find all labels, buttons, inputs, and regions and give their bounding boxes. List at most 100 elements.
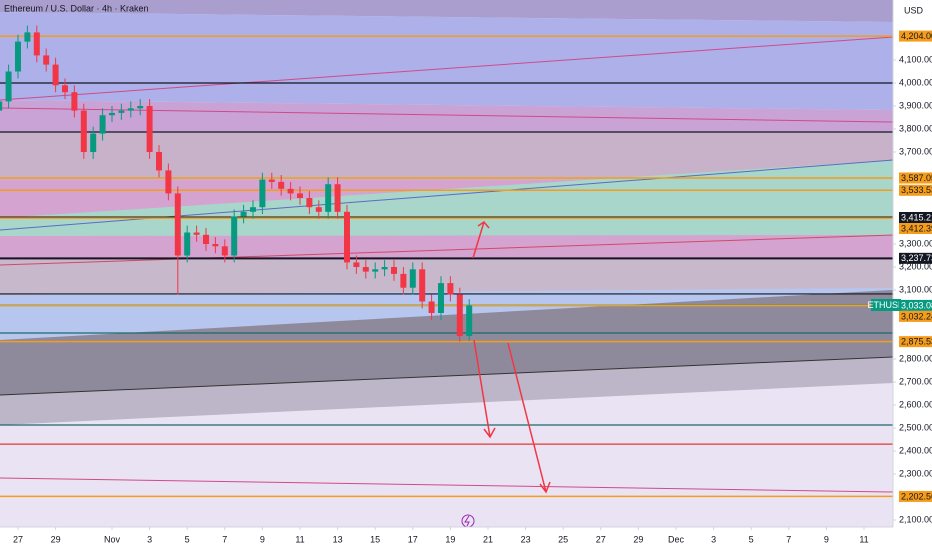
y-tick-label: 2,500.00 <box>899 422 932 432</box>
candle-body <box>61 85 68 93</box>
y-tick-label: 2,100.00 <box>899 514 932 524</box>
candle-body <box>343 211 350 263</box>
y-tick-label: 2,300.00 <box>899 468 932 478</box>
x-tick-label: 13 <box>333 534 343 544</box>
y-tick-label: 2,800.00 <box>899 353 932 363</box>
price-label-box <box>899 336 932 348</box>
x-tick-label: 7 <box>786 534 791 544</box>
candle-body <box>231 216 238 256</box>
price-label: 2,202.56 <box>901 491 932 501</box>
candle-body <box>240 211 247 217</box>
event-icon-bolt <box>464 515 470 527</box>
trend-line <box>0 36 894 101</box>
y-tick-label: 3,900.00 <box>899 100 932 110</box>
candle-body <box>24 32 31 42</box>
x-tick-label: 11 <box>859 534 868 544</box>
candle-body <box>202 234 209 245</box>
zone <box>0 100 893 132</box>
candle-body <box>353 262 360 268</box>
x-tick-label: 5 <box>749 534 754 544</box>
candle-body <box>137 106 144 109</box>
price-axis <box>893 0 932 550</box>
candle-body <box>14 41 21 72</box>
candle-body <box>466 305 473 337</box>
candle-body <box>71 92 78 111</box>
price-label-box <box>899 184 932 196</box>
price-label: 3,412.39 <box>901 223 932 233</box>
currency-label: USD <box>904 5 924 15</box>
candle-body <box>90 133 97 153</box>
candle-body <box>118 110 125 113</box>
price-label-box <box>899 310 932 322</box>
y-tick-label: 4,000.00 <box>899 77 932 87</box>
candle-body <box>146 106 153 153</box>
candle-body <box>306 198 313 208</box>
price-label-box <box>899 212 932 224</box>
x-tick-label: 17 <box>408 534 418 544</box>
zone <box>0 132 893 180</box>
candle-body <box>325 184 332 212</box>
candle-body <box>99 115 106 134</box>
candle-body <box>437 283 444 314</box>
price-label-box <box>899 252 932 264</box>
arrows <box>472 221 551 494</box>
candle-body <box>447 283 454 295</box>
trend-line <box>0 356 894 396</box>
price-label: 4,204.00 <box>901 31 932 41</box>
zone <box>0 290 893 395</box>
candle-body <box>174 193 181 256</box>
candle-body <box>419 269 426 302</box>
x-tick-label: 21 <box>483 534 493 544</box>
candle-body <box>221 246 228 256</box>
candle-body <box>400 273 407 288</box>
candle-body <box>381 267 388 270</box>
price-label-box <box>899 490 932 502</box>
x-tick-label: 19 <box>445 534 455 544</box>
symbol-tag <box>871 299 901 311</box>
symbol-label: ETHUSD <box>867 300 905 310</box>
candle-body <box>184 232 191 256</box>
candle-body <box>165 170 172 194</box>
x-tick-label: 3 <box>147 534 152 544</box>
candle-body <box>52 64 59 86</box>
x-tick-label: 9 <box>260 534 265 544</box>
x-tick-label: 5 <box>185 534 190 544</box>
candle-body <box>155 152 162 171</box>
candle-body <box>259 179 266 208</box>
candle-body <box>249 207 256 212</box>
candle-body <box>0 101 3 111</box>
y-tick-label: 2,700.00 <box>899 376 932 386</box>
x-tick-label: 27 <box>596 534 606 544</box>
trend-line <box>0 477 894 493</box>
zone <box>0 260 893 295</box>
x-tick-label: Dec <box>668 534 685 544</box>
candle-body <box>362 267 369 272</box>
candle-body <box>5 71 12 102</box>
y-tick-label: 4,100.00 <box>899 54 932 64</box>
levels <box>0 35 893 498</box>
x-tick-label: 11 <box>295 534 304 544</box>
x-tick-label: 29 <box>51 534 61 544</box>
candle-body <box>287 188 294 194</box>
y-tick-label: 3,200.00 <box>899 261 932 271</box>
arrow <box>473 339 496 439</box>
candle-body <box>43 55 50 65</box>
y-tick-label: 3,700.00 <box>899 146 932 156</box>
candle-body <box>193 232 200 235</box>
candle-body <box>315 207 322 212</box>
candle-body <box>409 269 416 288</box>
y-tick-label: 2,400.00 <box>899 445 932 455</box>
x-tick-label: 15 <box>370 534 380 544</box>
price-label: 3,032.24 <box>901 311 932 321</box>
x-tick-label: 3 <box>711 534 716 544</box>
x-tick-label: 25 <box>558 534 568 544</box>
price-label: 3,533.53 <box>901 185 932 195</box>
x-tick-label: 23 <box>521 534 531 544</box>
candle-body <box>390 267 397 274</box>
candle-body <box>108 112 115 116</box>
candle-body <box>212 244 219 247</box>
y-tick-label: 2,600.00 <box>899 399 932 409</box>
candles <box>0 25 473 342</box>
zone <box>0 12 893 110</box>
